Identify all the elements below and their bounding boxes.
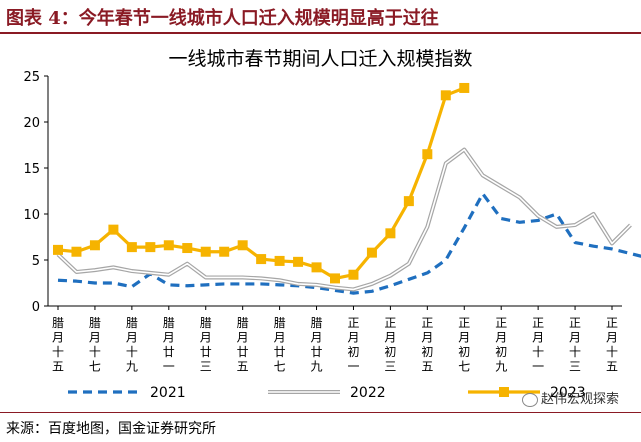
- series-line-2023: [57, 86, 465, 280]
- legend-label-2021: 2021: [150, 385, 186, 401]
- x-tick-label: 腊月廿三: [200, 316, 212, 374]
- data-point-2023: [330, 273, 340, 284]
- data-point-2023: [200, 246, 211, 257]
- x-tick-label: 腊月廿五: [237, 316, 249, 374]
- data-point-2023: [89, 240, 100, 251]
- legend-marker-2023: [499, 387, 509, 397]
- watermark-text: 赵伟宏观探索: [540, 392, 619, 407]
- x-tick-label: 正月初七: [458, 316, 470, 374]
- series-2021: [57, 192, 641, 295]
- x-tick-label: 正月十三: [569, 316, 581, 374]
- y-tick-label: 0: [32, 300, 40, 315]
- x-tick-label: 腊月廿一: [163, 316, 175, 374]
- x-tick-label: 正月初一: [347, 316, 359, 374]
- x-tick-label: 腊月廿七: [274, 316, 286, 374]
- data-point-2023: [366, 247, 377, 258]
- series-layer: [53, 82, 641, 295]
- data-point-2023: [403, 196, 414, 207]
- data-point-2023: [108, 224, 119, 235]
- data-point-2023: [385, 228, 396, 239]
- data-point-2023: [237, 240, 248, 251]
- chart-axes: 0 5 10 15 20 25 腊月十五 腊月十七 腊月十九 腊月廿一 腊月廿三 腊月廿五 腊月廿七 腊月…: [23, 70, 622, 374]
- x-tick-label: 正月初五: [421, 316, 433, 374]
- y-tick-label: 25: [23, 70, 40, 85]
- x-tick-label: 正月十一: [532, 316, 544, 374]
- chart-legend: 2021 2022 2023: [68, 385, 586, 401]
- data-point-2023: [459, 82, 470, 93]
- figure-header: 图表 4：今年春节一线城市人口迁入规模明显高于过往: [0, 0, 641, 34]
- series-2022: [56, 147, 632, 292]
- legend-label-2023: 2023: [550, 385, 586, 401]
- data-point-2023: [163, 240, 174, 251]
- series-line-inner-2022: [57, 148, 632, 291]
- x-tick-label: 正月十五: [606, 316, 618, 374]
- x-tick-label: 腊月十五: [52, 316, 64, 374]
- x-tick-label: 腊月十七: [89, 316, 101, 374]
- data-point-2023: [440, 90, 451, 101]
- data-point-2023: [422, 149, 433, 160]
- wechat-icon: [521, 392, 538, 407]
- x-tick-label: 腊月十九: [126, 316, 138, 374]
- y-tick-label: 15: [23, 162, 40, 177]
- source-note: 来源：百度地图，国金证券研究所: [6, 421, 216, 437]
- data-point-2023: [311, 262, 322, 273]
- chart-title: 一线城市春节期间人口迁入规模指数: [168, 48, 473, 70]
- data-point-2023: [293, 256, 304, 267]
- series-2023: [53, 82, 470, 284]
- watermark: 赵伟宏观探索: [521, 388, 619, 407]
- footer-divider: [0, 412, 641, 413]
- x-tick-label: 腊月廿九: [311, 316, 323, 374]
- legend-label-2022: 2022: [350, 385, 386, 401]
- figure-caption: 图表 4：今年春节一线城市人口迁入规模明显高于过往: [6, 8, 439, 29]
- data-point-2023: [53, 244, 63, 255]
- y-tick-label: 10: [23, 208, 40, 223]
- data-point-2023: [145, 242, 156, 253]
- series-line-2021: [57, 192, 641, 295]
- data-point-2023: [182, 243, 193, 254]
- x-tick-label: 正月初三: [384, 316, 396, 374]
- data-point-2023: [71, 246, 82, 257]
- data-point-2023: [274, 255, 285, 266]
- x-tick-label: 正月初九: [495, 316, 507, 374]
- data-point-2023: [256, 254, 267, 265]
- y-tick-label: 20: [23, 116, 40, 131]
- data-point-2023: [348, 269, 359, 280]
- data-point-2023: [219, 246, 230, 257]
- y-tick-label: 5: [32, 254, 40, 269]
- data-point-2023: [126, 242, 137, 253]
